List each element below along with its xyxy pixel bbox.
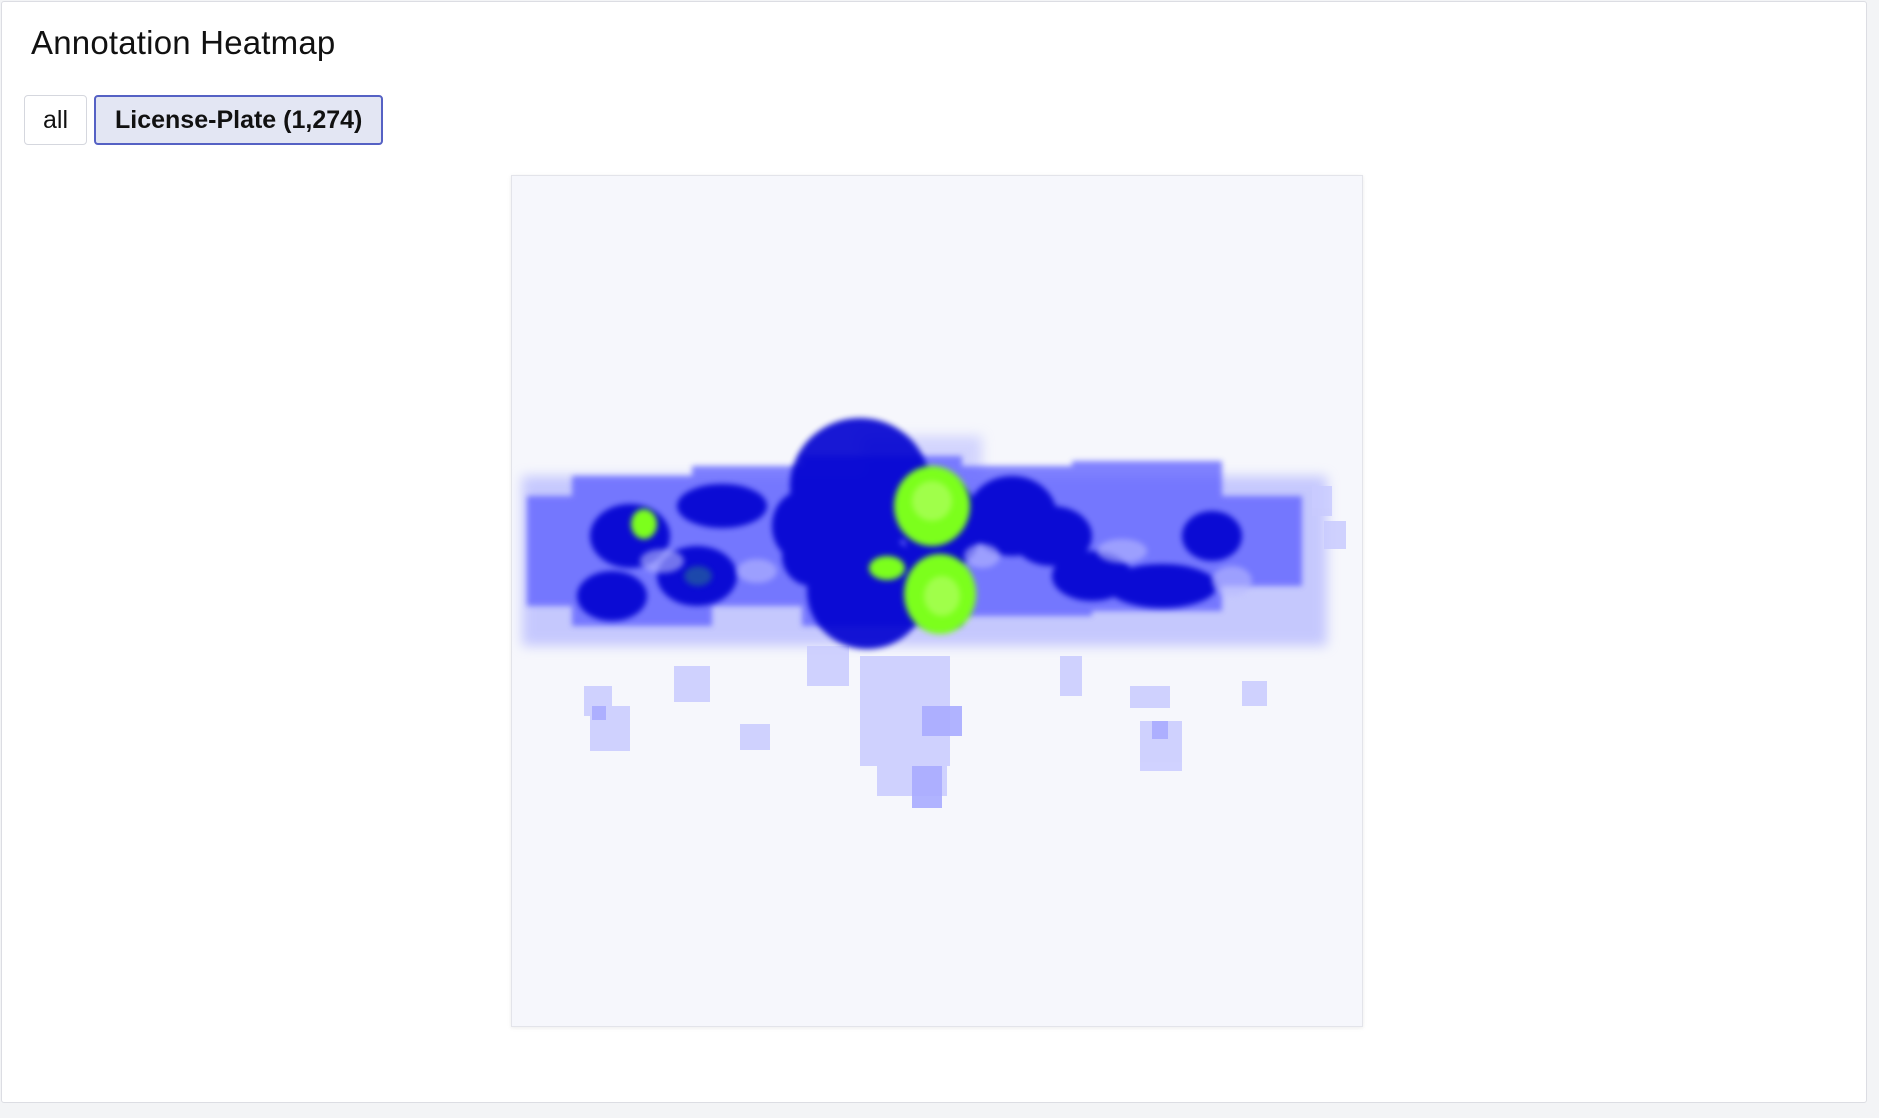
page-title: Annotation Heatmap bbox=[31, 24, 336, 61]
filter-license-plate-button[interactable]: License-Plate (1,274) bbox=[94, 95, 384, 145]
heatmap-canvas bbox=[511, 175, 1363, 1027]
class-filter-bar: all License-Plate (1,274) bbox=[24, 95, 384, 145]
annotation-heatmap-panel: Annotation Heatmap all License-Plate (1,… bbox=[1, 1, 1867, 1103]
filter-all-button[interactable]: all bbox=[24, 95, 88, 145]
heatmap-image bbox=[512, 176, 1362, 1026]
